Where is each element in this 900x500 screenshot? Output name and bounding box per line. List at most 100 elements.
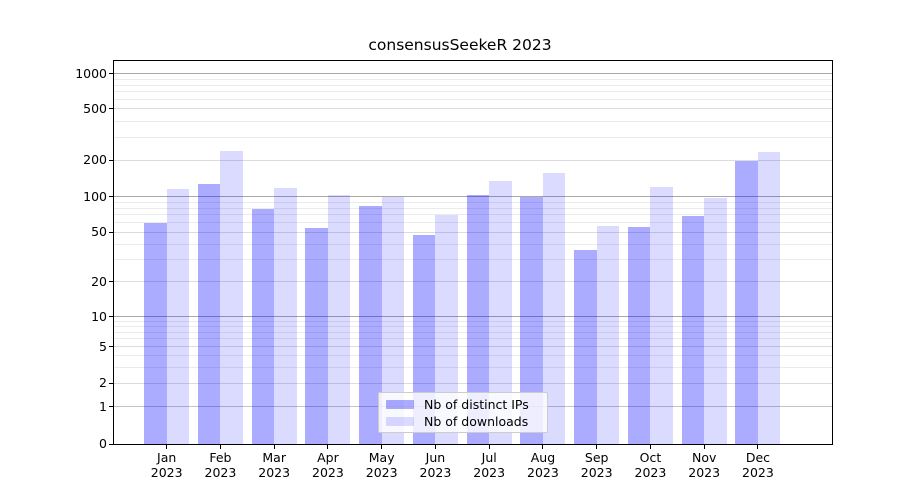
bar-dec-distinct-ips (735, 160, 758, 444)
y-tick-mark-0 (109, 443, 113, 445)
x-tick-label-nov: Nov 2023 (688, 450, 721, 480)
bar-jul-downloads (489, 180, 512, 444)
x-tick-label-dec: Dec 2023 (742, 450, 774, 480)
x-tick-mark-sep (596, 445, 598, 449)
y-tick-label-5: 5 (99, 338, 107, 354)
x-tick-mark-dec (757, 445, 759, 449)
y-tick-mark-10 (109, 316, 113, 318)
gridline-10 (114, 316, 832, 318)
bar-may-distinct-ips (359, 205, 382, 444)
x-tick-mark-nov (703, 445, 705, 449)
x-tick-label-sep: Sep 2023 (580, 450, 613, 480)
bar-sep-downloads (596, 226, 620, 444)
gridline-60 (114, 222, 832, 224)
y-tick-label-0: 0 (99, 436, 107, 451)
gridline-100 (114, 196, 832, 198)
y-tick-label-100: 100 (83, 188, 107, 204)
bar-dec-downloads (757, 152, 781, 444)
bar-jan-distinct-ips (144, 222, 167, 444)
gridline-200 (114, 159, 832, 161)
gridline-700 (114, 91, 832, 93)
y-tick-mark-20 (109, 281, 113, 283)
bar-sep-distinct-ips (574, 249, 597, 444)
gridline-20 (114, 281, 832, 283)
gridline-1000 (114, 73, 832, 75)
x-tick-mark-mar (273, 445, 275, 449)
legend-swatch-downloads (386, 417, 414, 426)
gridline-2 (114, 382, 832, 384)
x-tick-mark-jun (434, 445, 436, 449)
gridline-300 (114, 136, 832, 138)
x-tick-label-jun: Jun 2023 (419, 450, 452, 480)
bar-oct-distinct-ips (627, 227, 651, 444)
x-tick-label-apr: Apr 2023 (312, 450, 344, 480)
y-tick-label-10: 10 (91, 308, 107, 324)
chart-title: consensusSeekeR 2023 (368, 36, 552, 54)
bar-mar-downloads (274, 188, 297, 444)
gridline-400 (114, 120, 832, 122)
legend-item-distinct-ips: Nb of distinct IPs (379, 396, 547, 413)
bar-jul-distinct-ips (466, 195, 490, 444)
y-tick-mark-500 (109, 108, 113, 110)
y-tick-mark-50 (109, 231, 113, 233)
bar-nov-downloads (704, 197, 727, 444)
y-tick-label-2: 2 (99, 375, 107, 391)
y-tick-label-500: 500 (83, 100, 107, 116)
gridline-900 (114, 78, 832, 80)
bar-may-downloads (381, 196, 405, 444)
x-tick-mark-feb (219, 445, 221, 449)
x-tick-mark-may (381, 445, 383, 449)
bar-apr-downloads (327, 195, 351, 444)
bar-feb-distinct-ips (197, 184, 221, 444)
gridline-600 (114, 99, 832, 101)
bar-jun-downloads (435, 214, 458, 444)
y-tick-mark-200 (109, 159, 113, 161)
gridline-800 (114, 84, 832, 86)
legend-label-distinct-ips: Nb of distinct IPs (424, 397, 529, 412)
bar-jun-distinct-ips (412, 235, 436, 444)
bar-feb-downloads (220, 151, 243, 444)
bar-apr-distinct-ips (305, 228, 328, 444)
x-tick-mark-jan (166, 445, 168, 449)
y-tick-mark-100 (109, 196, 113, 198)
legend-label-downloads: Nb of downloads (424, 414, 529, 429)
gridline-50 (114, 231, 832, 233)
y-tick-label-200: 200 (83, 152, 107, 167)
x-tick-label-may: May 2023 (365, 450, 398, 480)
x-tick-mark-jul (488, 445, 490, 449)
gridline-6 (114, 338, 832, 340)
bar-mar-distinct-ips (251, 209, 275, 444)
gridline-8 (114, 325, 832, 327)
x-tick-label-jan: Jan 2023 (150, 450, 183, 480)
x-tick-label-feb: Feb 2023 (204, 450, 237, 480)
y-tick-mark-1 (109, 406, 113, 408)
y-tick-mark-1000 (109, 73, 113, 75)
gridline-5 (114, 346, 832, 348)
gridline-70 (114, 214, 832, 216)
bar-aug-distinct-ips (520, 196, 543, 444)
bar-jan-downloads (166, 189, 190, 444)
x-tick-label-jul: Jul 2023 (473, 450, 506, 480)
y-tick-mark-2 (109, 382, 113, 384)
x-tick-mark-apr (327, 445, 329, 449)
bar-nov-distinct-ips (681, 215, 705, 444)
x-tick-mark-oct (649, 445, 651, 449)
y-tick-label-1000: 1000 (75, 65, 107, 81)
gridline-9 (114, 320, 832, 322)
x-tick-mark-aug (542, 445, 544, 449)
gridline-3 (114, 366, 832, 368)
gridline-90 (114, 201, 832, 203)
gridline-7 (114, 331, 832, 333)
x-tick-label-oct: Oct 2023 (634, 450, 667, 480)
y-tick-label-50: 50 (91, 224, 107, 239)
y-tick-mark-5 (109, 346, 113, 348)
gridline-80 (114, 207, 832, 209)
legend: Nb of distinct IPs Nb of downloads (378, 392, 548, 433)
gridline-40 (114, 243, 832, 245)
gridline-500 (114, 108, 832, 110)
gridline-4 (114, 355, 832, 357)
y-tick-label-20: 20 (91, 273, 107, 289)
y-tick-label-1: 1 (99, 398, 107, 414)
x-tick-label-aug: Aug 2023 (527, 450, 559, 480)
